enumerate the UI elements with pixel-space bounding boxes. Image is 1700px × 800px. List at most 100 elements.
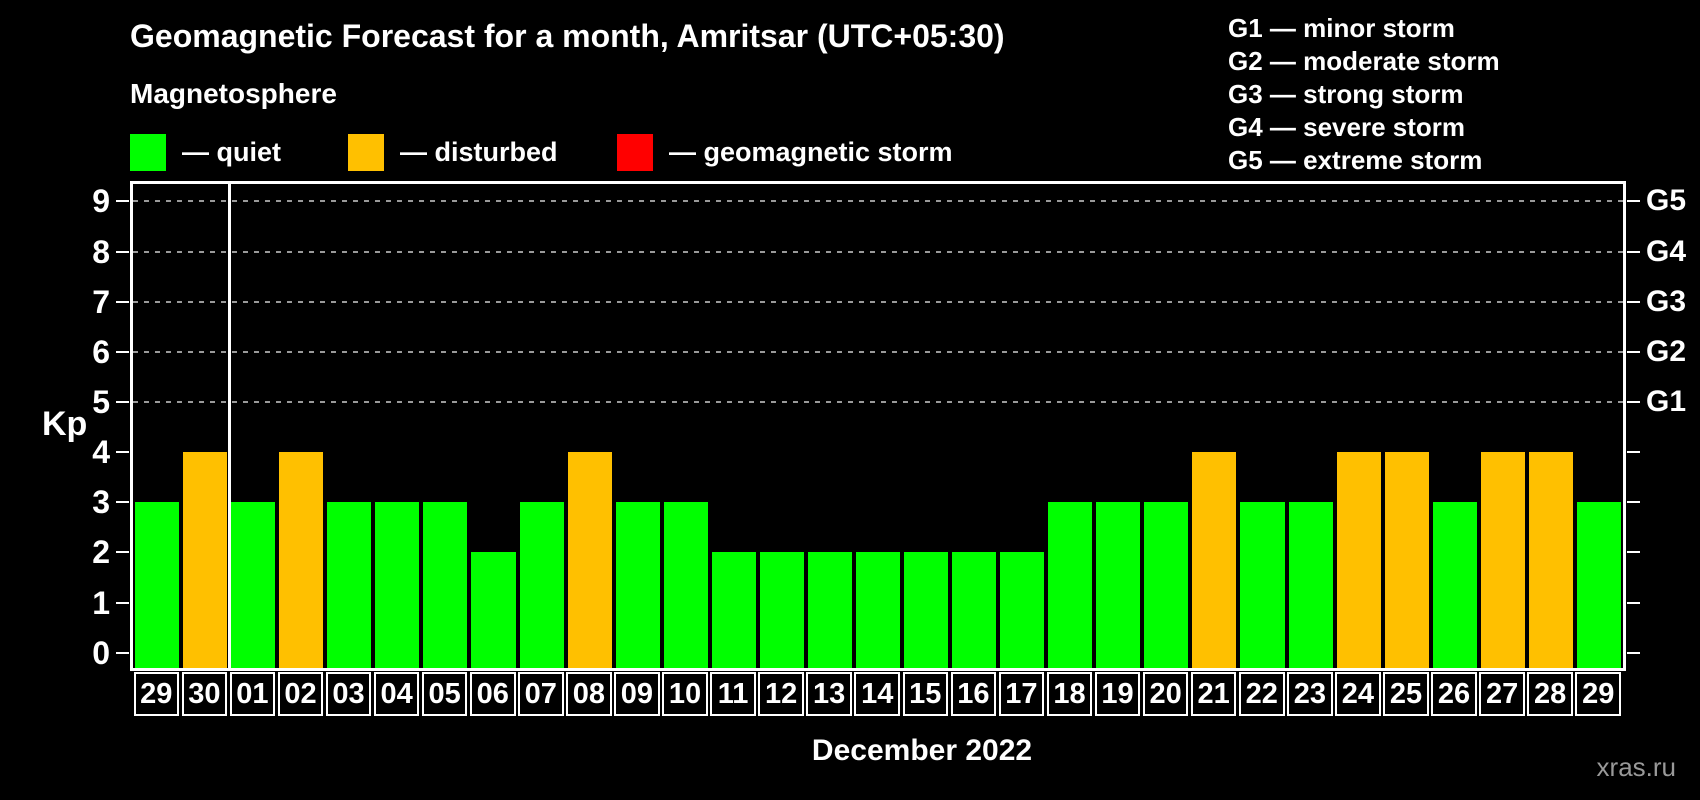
g-scale-label-g5: G5 [1646,184,1687,218]
legend: — quiet — disturbed — geomagnetic storm [0,133,1100,173]
gridline-kp8 [133,250,1623,253]
kp-bar-30-29 [1576,502,1621,668]
kp-bar-14-13 [807,552,852,668]
watermark: xras.ru [1596,752,1676,782]
date-label-25-24: 24 [1335,672,1381,716]
date-label-15-14: 14 [854,672,901,716]
y-tick-label-6: 6 [92,333,110,370]
date-label-0-29: 29 [133,672,180,716]
kp-bar-24-23 [1288,502,1333,668]
right-tick-kp9 [1627,200,1640,203]
gridline-kp9 [133,200,1623,203]
g3-legend-line: G3 — strong storm [1228,79,1464,109]
left-tick-kp5 [116,400,129,403]
legend-label-storm: — geomagnetic storm [669,136,953,167]
gridline-kp7 [133,300,1623,303]
date-label-11-10: 10 [662,672,708,716]
legend-item-disturbed: — disturbed [348,133,558,171]
g-scale-label-g2: G2 [1646,334,1687,368]
kp-bar-27-26 [1432,502,1477,668]
y-tick-label-2: 2 [92,534,110,571]
g1-legend-line: G1 — minor storm [1228,13,1455,43]
kp-bar-20-19 [1096,502,1141,668]
kp-bar-9-08 [567,452,612,668]
kp-bar-8-07 [519,502,564,668]
gridline-kp6 [133,350,1623,353]
legend-label-disturbed: — disturbed [400,136,558,167]
plot-inner [133,184,1623,668]
month-separator [227,184,231,668]
left-tick-kp2 [116,551,129,554]
date-axis: 29 30 01 02 03 04 05 06 07 08 09 10 11 12 13 14 15 16 17 18… [133,672,1623,716]
kp-bar-26-25 [1384,452,1429,668]
date-label-10-09: 09 [614,672,660,716]
right-tick-kp8 [1627,250,1640,253]
date-label-19-18: 18 [1046,672,1093,716]
g2-legend-line: G2 — moderate storm [1228,46,1500,76]
magnetosphere-label: Magnetosphere [130,78,337,109]
date-label-8-07: 07 [518,672,564,716]
chart-title: Geomagnetic Forecast for a month, Amrits… [130,18,1005,54]
g5-legend-line: G5 — extreme storm [1228,145,1483,175]
g-scale-label-g4: G4 [1646,234,1687,268]
kp-bar-6-05 [423,502,468,668]
kp-bar-11-10 [663,502,708,668]
storm-color-swatch [617,133,653,171]
kp-bar-0-29 [135,502,180,668]
right-tick-kp3 [1627,501,1640,504]
date-label-4-03: 03 [325,672,372,716]
date-label-1-30: 30 [181,672,228,716]
date-label-12-11: 11 [710,672,756,716]
left-tick-kp8 [116,250,129,253]
right-tick-kp2 [1627,551,1640,554]
gridline-kp5 [133,400,1623,403]
y-tick-label-7: 7 [92,283,110,320]
kp-bar-19-18 [1048,502,1093,668]
kp-bar-4-03 [327,502,372,668]
x-axis-label: December 2022 [811,734,1033,767]
date-label-22-21: 21 [1190,672,1237,716]
date-label-16-15: 15 [902,672,949,716]
kp-bar-16-15 [904,552,949,668]
date-label-17-16: 16 [950,672,997,716]
kp-bar-21-20 [1144,502,1189,668]
kp-bar-5-04 [375,502,420,668]
storm-scale-legend: G1 — minor storm G2 — moderate storm G3 … [1228,12,1500,177]
legend-label-quiet: — quiet [182,136,281,167]
right-tick-kp0 [1627,651,1640,654]
right-tick-kp6 [1627,350,1640,353]
kp-bar-2-01 [231,502,276,668]
date-label-7-06: 06 [469,672,516,716]
date-label-28-27: 27 [1479,672,1525,716]
disturbed-color-swatch [348,133,384,171]
kp-bar-17-16 [952,552,997,668]
date-label-21-20: 20 [1142,672,1189,716]
date-label-5-04: 04 [373,672,420,716]
kp-bar-22-21 [1192,452,1237,668]
legend-item-storm: — geomagnetic storm [617,133,953,171]
date-label-2-01: 01 [229,672,276,716]
y-tick-label-0: 0 [92,634,110,671]
date-label-18-17: 17 [998,672,1045,716]
kp-bar-15-14 [855,552,901,668]
date-label-29-28: 28 [1527,672,1573,716]
date-label-27-26: 26 [1431,672,1477,716]
left-tick-kp1 [116,601,129,604]
kp-bar-3-02 [279,452,324,668]
left-tick-kp9 [116,200,129,203]
kp-bar-7-06 [471,552,516,668]
g4-legend-line: G4 — severe storm [1228,112,1466,142]
date-label-3-02: 02 [277,672,324,716]
left-tick-kp0 [116,651,129,654]
quiet-color-swatch [130,133,166,171]
kp-bar-10-09 [615,502,660,668]
g-scale-label-g1: G1 [1646,384,1687,418]
y-tick-label-3: 3 [92,484,110,521]
y-tick-label-4: 4 [92,434,110,471]
date-label-9-08: 08 [566,672,612,716]
kp-bar-28-27 [1480,452,1525,668]
right-tick-kp4 [1627,451,1640,454]
kp-bar-23-22 [1240,502,1285,668]
right-tick-kp7 [1627,300,1640,303]
